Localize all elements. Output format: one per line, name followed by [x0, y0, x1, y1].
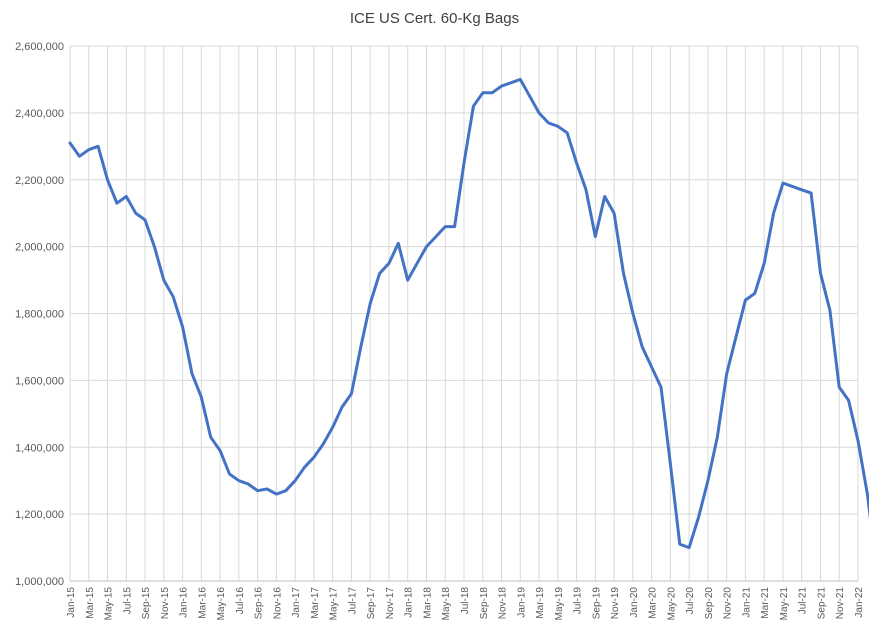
x-tick-label: Nov-16	[272, 587, 283, 620]
x-tick-label: May-18	[441, 587, 452, 621]
x-tick-label: Jan-17	[291, 587, 302, 618]
x-tick-label: Mar-21	[760, 587, 771, 619]
x-tick-label: Sep-18	[479, 587, 490, 620]
x-tick-label: Jul-19	[573, 587, 584, 615]
x-tick-label: Jul-20	[685, 587, 696, 615]
y-tick-label: 2,000,000	[15, 242, 64, 254]
x-tick-label: Nov-15	[160, 587, 171, 620]
y-tick-label: 1,600,000	[15, 375, 64, 387]
x-tick-label: Nov-18	[498, 587, 509, 620]
y-tick-label: 1,000,000	[15, 576, 64, 588]
x-tick-label: Jul-18	[460, 587, 471, 615]
x-tick-label: Mar-16	[197, 587, 208, 619]
x-tick-label: Sep-21	[816, 587, 827, 620]
x-tick-label: Nov-19	[610, 587, 621, 620]
chart-title: ICE US Cert. 60-Kg Bags	[349, 10, 520, 27]
x-tick-label: Sep-17	[366, 587, 377, 620]
x-tick-label: Mar-15	[85, 587, 96, 619]
x-tick-label: Mar-19	[535, 587, 546, 619]
y-tick-label: 2,600,000	[15, 41, 64, 53]
x-tick-label: Mar-17	[310, 587, 321, 619]
x-tick-label: Jan-22	[854, 587, 865, 618]
x-tick-label: Jan-21	[741, 587, 752, 618]
y-tick-label: 1,200,000	[15, 509, 64, 521]
x-tick-label: Jan-19	[516, 587, 527, 618]
x-tick-label: May-20	[666, 587, 677, 621]
x-tick-label: May-17	[329, 587, 340, 621]
y-tick-label: 1,400,000	[15, 442, 64, 454]
x-tick-label: May-16	[216, 587, 227, 621]
x-tick-label: Jan-18	[404, 587, 415, 618]
x-tick-label: May-19	[554, 587, 565, 621]
y-tick-label: 1,800,000	[15, 309, 64, 321]
x-tick-label: Sep-19	[591, 587, 602, 620]
y-tick-label: 2,400,000	[15, 108, 64, 120]
y-tick-label: 2,200,000	[15, 175, 64, 187]
x-tick-label: Mar-18	[422, 587, 433, 619]
x-tick-label: Nov-21	[835, 587, 846, 620]
x-tick-label: May-21	[779, 587, 790, 621]
x-tick-label: May-15	[104, 587, 115, 621]
x-tick-label: Jan-16	[179, 587, 190, 618]
x-tick-label: Nov-20	[723, 587, 734, 620]
x-tick-label: Mar-20	[648, 587, 659, 619]
x-tick-label: Nov-17	[385, 587, 396, 620]
x-tick-label: Jul-21	[798, 587, 809, 615]
x-tick-label: Jan-20	[629, 587, 640, 618]
x-tick-label: Jul-15	[122, 587, 133, 615]
x-tick-label: Sep-15	[141, 587, 152, 620]
x-tick-label: Jan-15	[66, 587, 77, 618]
series-line	[68, 77, 869, 550]
x-tick-label: Jul-16	[235, 587, 246, 615]
x-tick-label: Sep-16	[254, 587, 265, 620]
x-tick-label: Jul-17	[347, 587, 358, 615]
x-tick-label: Sep-20	[704, 587, 715, 620]
